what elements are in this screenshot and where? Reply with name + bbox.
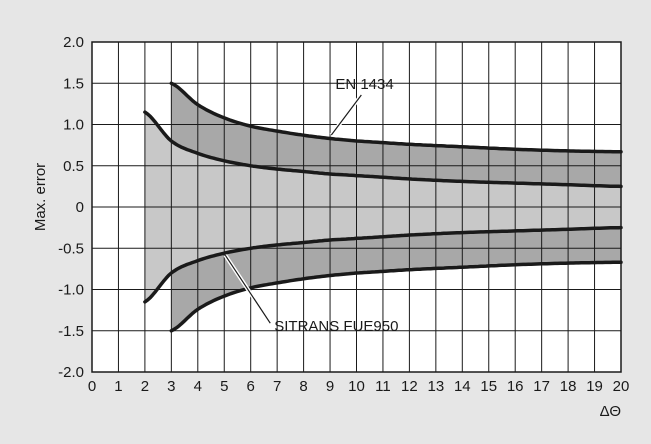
x-tick-label: 7 [273,378,281,395]
x-tick-label: 9 [326,378,334,395]
y-tick-label: -0.5 [58,240,84,257]
y-tick-label: 1.0 [63,117,84,134]
y-tick-label: -1.5 [58,323,84,340]
x-tick-label: 13 [428,378,445,395]
x-tick-label: 14 [454,378,471,395]
x-tick-label: 3 [167,378,175,395]
x-tick-label: 2 [141,378,149,395]
x-tick-label: 18 [560,378,577,395]
annotation-sitrans-fue950: SITRANS FUE950 [274,318,398,335]
x-tick-label: 20 [613,378,630,395]
x-axis-label: ΔΘ [600,403,621,420]
x-tick-label: 6 [247,378,255,395]
x-tick-label: 4 [194,378,202,395]
grid-lines [91,41,622,373]
y-tick-label: 1.5 [63,75,84,92]
y-tick-label: -1.0 [58,282,84,299]
leader-en-1434 [330,94,362,136]
leader-sitrans-fue950 [224,254,271,324]
x-tick-label: 15 [480,378,497,395]
x-tick-label: 12 [401,378,418,395]
y-tick-label: -2.0 [58,364,84,381]
annotation-leaders [223,93,363,325]
x-tick-label: 1 [114,378,122,395]
x-tick-label: 16 [507,378,524,395]
curve-en-1434-upper [169,81,623,154]
y-tick-label: 0.5 [63,158,84,175]
y-tick-label: 2.0 [63,34,84,51]
curve-sitrans-upper [143,110,623,189]
x-tick-labels: 0 1 2 3 4 5 6 7 8 9 10 11 12 13 14 15 16 17 18 19 20 [88,378,630,395]
x-tick-label: 19 [586,378,603,395]
y-tick-labels: 2.0 1.5 1.0 0.5 0 -0.5 -1.0 -1.5 -2.0 [58,34,84,381]
annotation-en-1434: EN 1434 [335,76,393,93]
x-tick-label: 17 [533,378,550,395]
y-tick-label: 0 [76,199,84,216]
curve-sitrans-lower [143,225,623,304]
x-tick-label: 5 [220,378,228,395]
x-tick-label: 11 [375,378,391,395]
plot-border [91,41,622,373]
x-tick-label: 10 [348,378,365,395]
y-axis-label: Max. error [32,163,49,231]
x-tick-label: 0 [88,378,96,395]
x-tick-label: 8 [299,378,307,395]
